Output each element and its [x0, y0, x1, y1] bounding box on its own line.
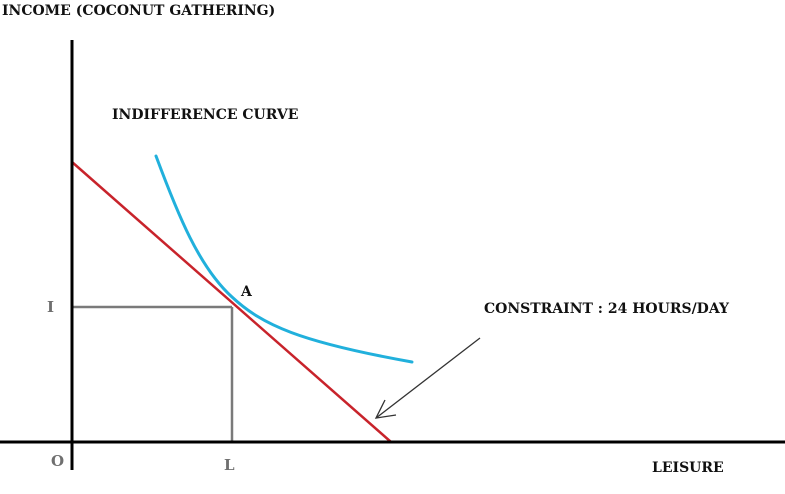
budget-constraint-line — [71, 161, 392, 443]
indifference-curve-label: INDIFFERENCE CURVE — [112, 107, 299, 123]
constraint-label: CONSTRAINT : 24 HOURS/DAY — [484, 301, 729, 317]
income-level-label: I — [47, 298, 55, 316]
tangent-point-label: A — [241, 284, 252, 300]
constraint-arrow-shaft — [375, 337, 481, 419]
indifference-curve — [154, 154, 414, 364]
constraint-arrow-head — [374, 399, 397, 419]
origin-label: O — [51, 452, 65, 470]
y-axis-title: INCOME (COCONUT GATHERING) — [2, 3, 276, 19]
x-axis-title: LEISURE — [652, 460, 724, 476]
leisure-level-label: L — [224, 456, 235, 474]
